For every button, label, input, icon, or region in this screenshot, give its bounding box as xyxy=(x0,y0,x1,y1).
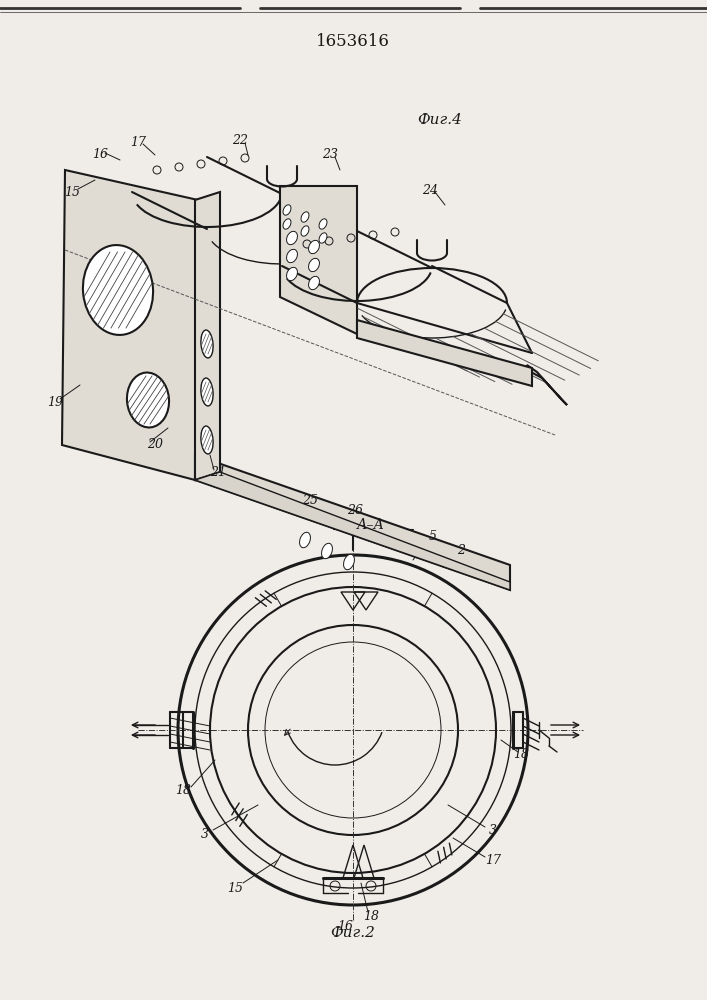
Text: 5: 5 xyxy=(429,530,437,544)
Ellipse shape xyxy=(201,378,213,406)
Text: А–А: А–А xyxy=(357,518,385,532)
Ellipse shape xyxy=(322,543,332,559)
Text: 17: 17 xyxy=(485,854,501,866)
Ellipse shape xyxy=(201,330,213,358)
Text: 3: 3 xyxy=(489,824,497,836)
Text: 26: 26 xyxy=(347,504,363,516)
Polygon shape xyxy=(62,170,198,480)
Text: 1653616: 1653616 xyxy=(316,33,390,50)
Polygon shape xyxy=(195,192,220,480)
Polygon shape xyxy=(527,365,567,405)
Text: 18: 18 xyxy=(175,784,191,796)
Text: 16: 16 xyxy=(337,920,353,932)
Ellipse shape xyxy=(286,231,298,245)
Polygon shape xyxy=(195,455,510,590)
Text: 20: 20 xyxy=(147,438,163,452)
Ellipse shape xyxy=(308,240,320,254)
Ellipse shape xyxy=(319,233,327,243)
Text: 18: 18 xyxy=(513,748,529,762)
Ellipse shape xyxy=(301,226,309,236)
Ellipse shape xyxy=(308,276,320,290)
Polygon shape xyxy=(280,186,357,334)
Ellipse shape xyxy=(201,426,213,454)
Text: 17: 17 xyxy=(130,135,146,148)
Text: 24: 24 xyxy=(422,184,438,196)
Ellipse shape xyxy=(286,249,298,263)
Text: Фиг.2: Фиг.2 xyxy=(331,926,375,940)
Polygon shape xyxy=(195,472,510,590)
Ellipse shape xyxy=(319,219,327,229)
Ellipse shape xyxy=(344,554,354,570)
Text: 3: 3 xyxy=(201,828,209,842)
Text: 16: 16 xyxy=(92,148,108,161)
Text: 15: 15 xyxy=(227,882,243,894)
Text: 18: 18 xyxy=(363,910,379,922)
Text: 2: 2 xyxy=(457,544,465,556)
Polygon shape xyxy=(80,210,94,424)
Text: 23: 23 xyxy=(322,148,338,161)
Text: 22: 22 xyxy=(232,133,248,146)
Ellipse shape xyxy=(301,212,309,222)
Ellipse shape xyxy=(283,219,291,229)
Ellipse shape xyxy=(308,258,320,272)
Text: 15: 15 xyxy=(64,186,80,198)
Ellipse shape xyxy=(83,245,153,335)
Ellipse shape xyxy=(300,532,310,548)
Text: 21: 21 xyxy=(210,466,226,480)
Text: Фиг.4: Фиг.4 xyxy=(418,113,462,127)
Ellipse shape xyxy=(283,205,291,215)
Text: 25: 25 xyxy=(302,494,318,508)
Ellipse shape xyxy=(127,373,169,427)
Ellipse shape xyxy=(286,267,298,281)
Text: 19: 19 xyxy=(47,395,63,408)
Polygon shape xyxy=(357,320,532,386)
